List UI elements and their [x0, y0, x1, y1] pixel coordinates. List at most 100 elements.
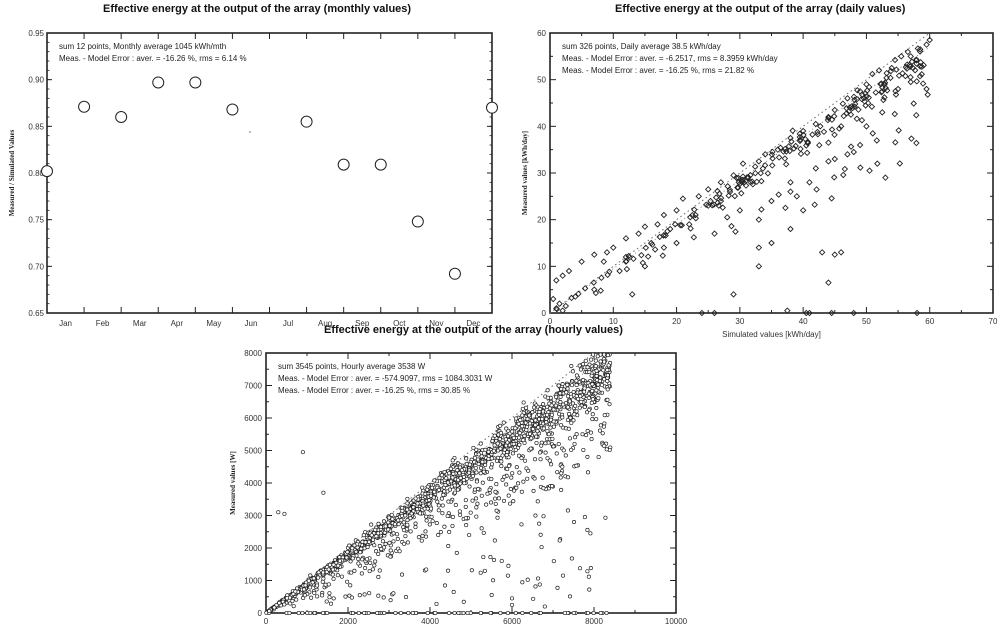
x-tick-label: 60	[925, 317, 934, 326]
data-point	[629, 291, 636, 298]
data-point	[768, 239, 775, 247]
y-tick-label: 60	[537, 29, 546, 38]
chart-annotation: Meas. - Model Error : aver. = -16.25 %, …	[562, 66, 754, 75]
data-point	[787, 188, 794, 195]
data-point	[667, 225, 674, 233]
data-point	[707, 197, 714, 205]
y-tick-label: 7000	[244, 382, 262, 391]
data-point	[908, 135, 915, 142]
data-point	[806, 179, 813, 186]
data-point	[811, 201, 818, 208]
data-point	[809, 131, 816, 138]
data-point	[714, 199, 721, 207]
data-point	[843, 109, 850, 117]
data-point	[913, 78, 920, 85]
data-point	[755, 263, 763, 270]
data-point	[448, 267, 461, 280]
data-point	[913, 56, 920, 63]
data-point	[565, 267, 573, 275]
data-point	[803, 149, 811, 157]
hourly-chart-title: Effective energy at the output of the ar…	[324, 324, 623, 336]
data-point	[775, 191, 782, 198]
data-point	[710, 201, 718, 208]
y-tick-label: 0.70	[28, 262, 44, 271]
data-point	[651, 246, 659, 253]
data-point	[849, 104, 856, 112]
data-point	[825, 139, 832, 146]
x-tick-label: Feb	[96, 319, 110, 328]
data-point	[662, 232, 669, 239]
data-point	[711, 230, 718, 237]
data-point	[553, 277, 560, 284]
data-point	[641, 263, 649, 270]
data-point	[881, 79, 889, 86]
data-point	[907, 78, 914, 86]
data-point	[835, 125, 843, 132]
data-point	[780, 148, 787, 155]
data-point	[855, 106, 862, 113]
data-point	[847, 143, 855, 150]
data-point	[716, 190, 723, 197]
data-point	[796, 130, 804, 138]
data-point	[568, 294, 575, 302]
data-point	[892, 87, 899, 95]
data-point	[726, 186, 734, 194]
data-point	[926, 36, 933, 44]
data-point	[649, 241, 656, 248]
data-point	[755, 158, 763, 165]
data-point	[861, 89, 869, 97]
data-point	[337, 158, 350, 171]
data-point	[758, 177, 765, 185]
data-point	[916, 46, 924, 53]
data-point	[787, 134, 794, 142]
y-tick-label: 0	[258, 609, 263, 618]
x-tick-label: 0	[264, 617, 269, 626]
data-point	[775, 154, 783, 161]
data-point	[592, 289, 600, 297]
data-point	[825, 279, 832, 286]
y-tick-label: 2000	[244, 544, 262, 553]
data-point	[41, 165, 53, 178]
data-point	[841, 165, 849, 173]
chart-annotation: Meas. - Model Error : aver. = -16.26 %, …	[59, 54, 247, 63]
data-point	[828, 309, 835, 317]
x-tick-label: Jul	[283, 319, 293, 328]
data-point	[635, 230, 642, 237]
x-tick-label: Sep	[355, 319, 370, 328]
data-point	[673, 239, 680, 247]
y-tick-label: 5000	[244, 447, 262, 456]
data-point	[820, 128, 828, 136]
x-tick-label: May	[206, 319, 221, 328]
data-point	[777, 144, 784, 152]
data-point	[863, 123, 870, 130]
data-point	[895, 72, 903, 79]
chart-annotation: Meas. - Model Error : aver. = -6.2517, r…	[562, 54, 778, 63]
data-point	[623, 257, 630, 265]
data-point	[695, 193, 702, 200]
data-point	[654, 221, 661, 228]
data-point	[882, 174, 889, 181]
data-point	[679, 195, 687, 202]
y-tick-label: 4000	[244, 479, 262, 488]
data-point	[789, 127, 796, 134]
x-tick-label: Jun	[245, 319, 258, 328]
data-point	[913, 57, 920, 64]
data-point	[814, 131, 822, 138]
data-point	[825, 114, 832, 122]
x-tick-label: 4000	[421, 617, 439, 626]
data-point	[717, 179, 725, 186]
y-tick-label: 0.65	[28, 309, 44, 318]
data-point	[768, 197, 775, 205]
data-point	[723, 214, 731, 221]
data-point	[751, 163, 759, 170]
data-point	[734, 184, 741, 191]
data-point	[638, 251, 645, 259]
data-point	[831, 106, 839, 114]
data-point	[888, 64, 895, 72]
data-point	[691, 206, 698, 213]
x-tick-label: Mar	[133, 319, 147, 328]
data-point	[152, 76, 165, 89]
x-tick-label: 70	[989, 317, 998, 326]
data-point	[226, 103, 239, 116]
